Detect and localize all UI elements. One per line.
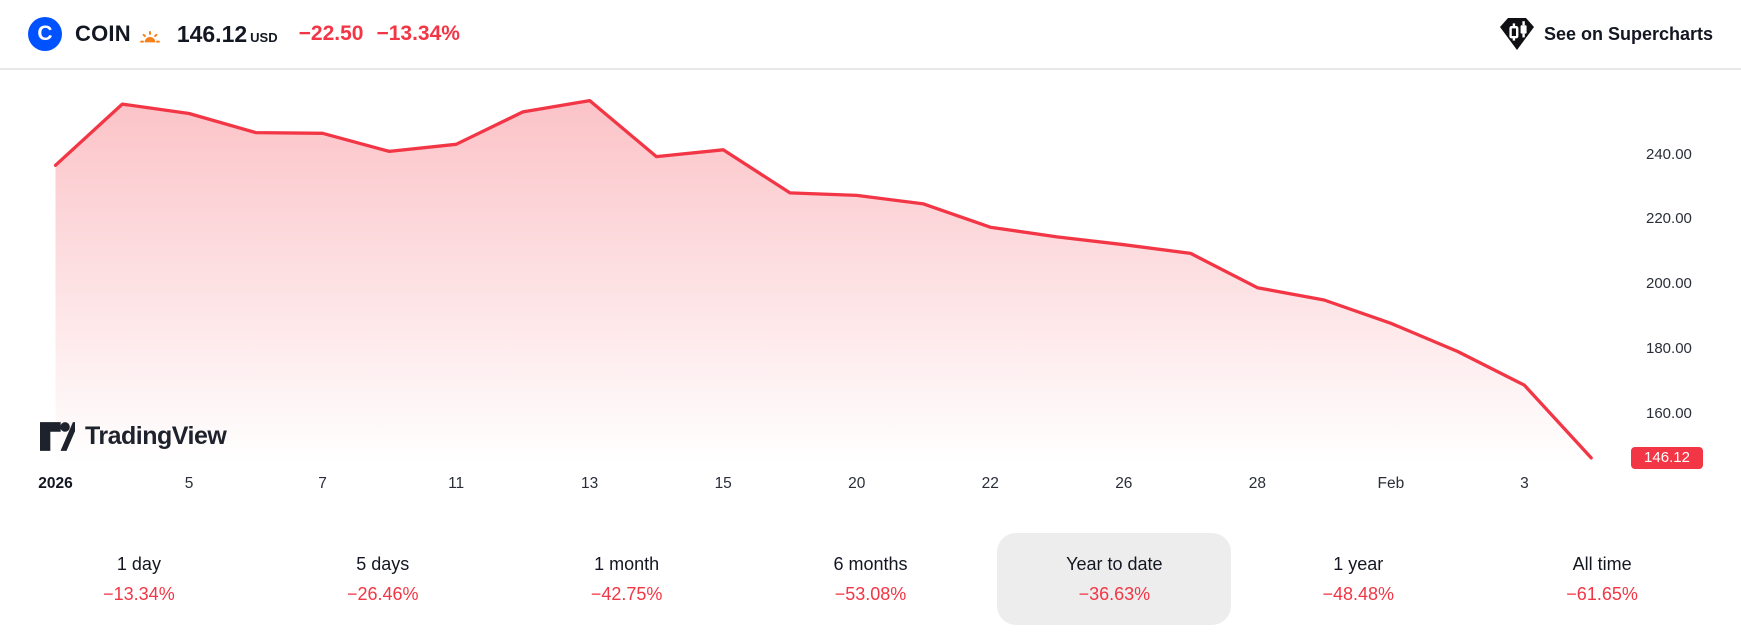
period-button-1-year[interactable]: 1 year −48.48% [1241,533,1475,625]
see-on-supercharts-link[interactable]: See on Supercharts [1490,17,1713,51]
area-fill [55,100,1592,463]
period-change: −48.48% [1322,584,1394,604]
period-change: −26.46% [347,584,419,604]
period-change: −36.63% [1078,584,1151,604]
x-tick-label: 15 [714,475,732,492]
period-selector: 1 day −13.34% 5 days −26.46% 1 month −42… [17,533,1724,625]
period-button-1-day[interactable]: 1 day −13.34% [22,533,256,625]
period-change: −61.65% [1566,584,1638,604]
period-button-all-time[interactable]: All time −61.65% [1485,533,1719,625]
last-price: 146.12 [176,20,248,47]
period-label: All time [1572,554,1632,574]
period-label: 6 months [833,554,908,574]
period-button-year-to-date[interactable]: Year to date −36.63% [997,533,1232,625]
y-tick-label: 160.00 [1646,404,1692,422]
currency-label: USD [250,30,278,45]
x-tick-label: 13 [581,475,599,492]
y-tick-label: 200.00 [1646,275,1692,292]
coinbase-logo-letter: C [37,21,53,45]
coinbase-logo: C [28,17,62,51]
period-label: 5 days [356,554,410,574]
price-change-absolute: −22.50 [298,22,364,45]
period-change: −42.75% [590,584,663,604]
x-tick-label: 5 [184,475,194,492]
period-label: Year to date [1066,554,1163,574]
pre-market-sunrise-icon [140,29,160,43]
tradingview-watermark-label: TradingView [85,422,227,450]
period-change: −13.34% [103,584,175,604]
period-label: 1 year [1333,554,1384,574]
y-tick-label: 220.00 [1646,210,1692,228]
supercharts-label: See on Supercharts [1543,23,1713,44]
x-tick-label: 22 [981,475,999,492]
period-label: 1 day [116,554,161,574]
area-chart-svg [53,98,1593,463]
period-button-6-months[interactable]: 6 months −53.08% [754,533,988,625]
x-tick-label: Feb [1377,475,1405,492]
price-change-percent: −13.34% [376,22,460,45]
x-tick-label: 20 [848,475,866,492]
x-tick-label: 28 [1248,475,1266,492]
price-line [53,98,1593,460]
last-price-badge: 146.12 [1631,446,1703,469]
x-tick-label: 7 [318,475,327,492]
price-chart[interactable]: TradingView [0,72,1741,470]
period-label: 1 month [594,554,660,574]
period-button-5-days[interactable]: 5 days −26.46% [266,533,500,625]
y-tick-label: 180.00 [1646,339,1692,357]
x-tick-label: 2026 [38,475,73,492]
x-tick-label: 11 [448,475,465,492]
header: C COIN 146.12 USD −22.50 −13.34% [0,0,1741,70]
symbol-ticker: COIN [75,21,131,46]
supercharts-icon [1499,17,1535,51]
tradingview-watermark[interactable]: TradingView [30,421,227,452]
tradingview-logo-icon [40,421,75,452]
symbol-info: C COIN 146.12 USD −22.50 −13.34% [28,17,460,51]
period-button-1-month[interactable]: 1 month −42.75% [510,533,744,625]
period-change: −53.08% [834,584,907,604]
y-tick-label: 240.00 [1646,145,1692,163]
x-tick-label: 3 [1520,475,1529,492]
x-tick-label: 26 [1115,475,1133,492]
